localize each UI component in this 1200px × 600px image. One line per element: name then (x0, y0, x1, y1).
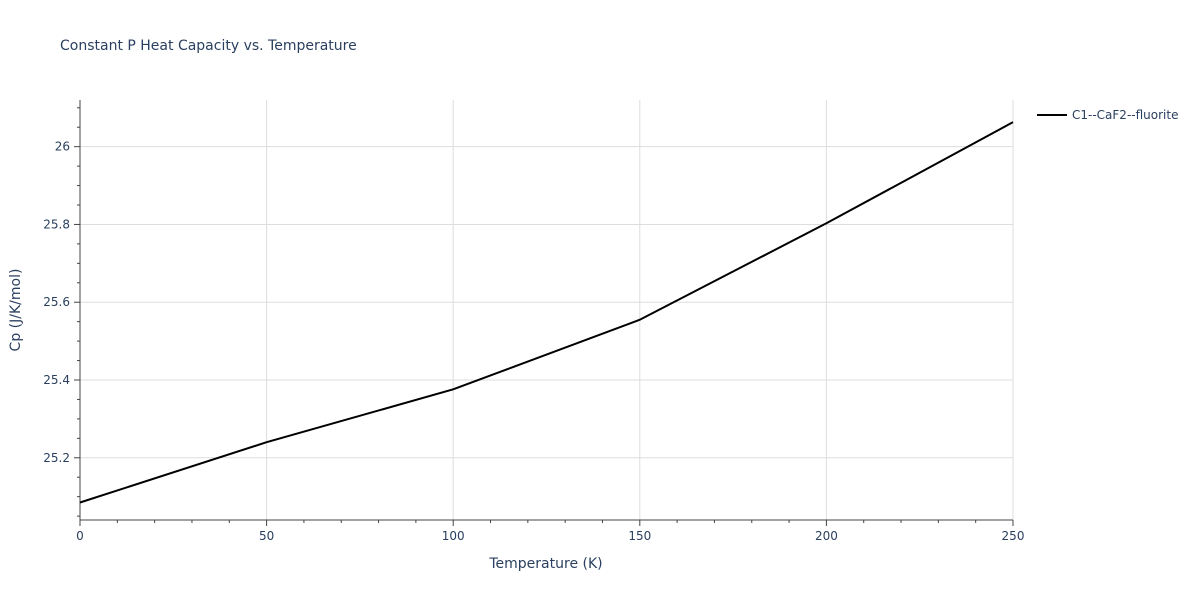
x-tick-label: 200 (815, 529, 838, 543)
grid (80, 100, 1014, 520)
series-line[interactable] (79, 121, 1014, 504)
x-tick-label: 0 (76, 529, 84, 543)
x-tick-label: 100 (442, 529, 465, 543)
y-tick-label: 25.4 (43, 373, 70, 387)
legend[interactable]: C1--CaF2--fluorite (1037, 108, 1178, 122)
legend-label[interactable]: C1--CaF2--fluorite (1072, 108, 1178, 122)
x-axis-title: Temperature (K) (488, 556, 602, 572)
y-axis-title: Cp (J/K/mol) (8, 269, 24, 352)
y-tick-label: 25.2 (43, 451, 70, 465)
plot-area (79, 121, 1014, 504)
x-tick-label: 50 (259, 529, 274, 543)
y-tick-label: 26 (55, 140, 70, 154)
x-tick-label: 250 (1002, 529, 1025, 543)
x-tick-label: 150 (628, 529, 651, 543)
y-tick-label: 25.8 (43, 217, 70, 231)
chart-title: Constant P Heat Capacity vs. Temperature (60, 38, 357, 54)
axes: 0 50 100 150 200 250 25.2 25.4 25.6 25.8 26 (43, 100, 1024, 543)
y-tick-label: 25.6 (43, 295, 70, 309)
